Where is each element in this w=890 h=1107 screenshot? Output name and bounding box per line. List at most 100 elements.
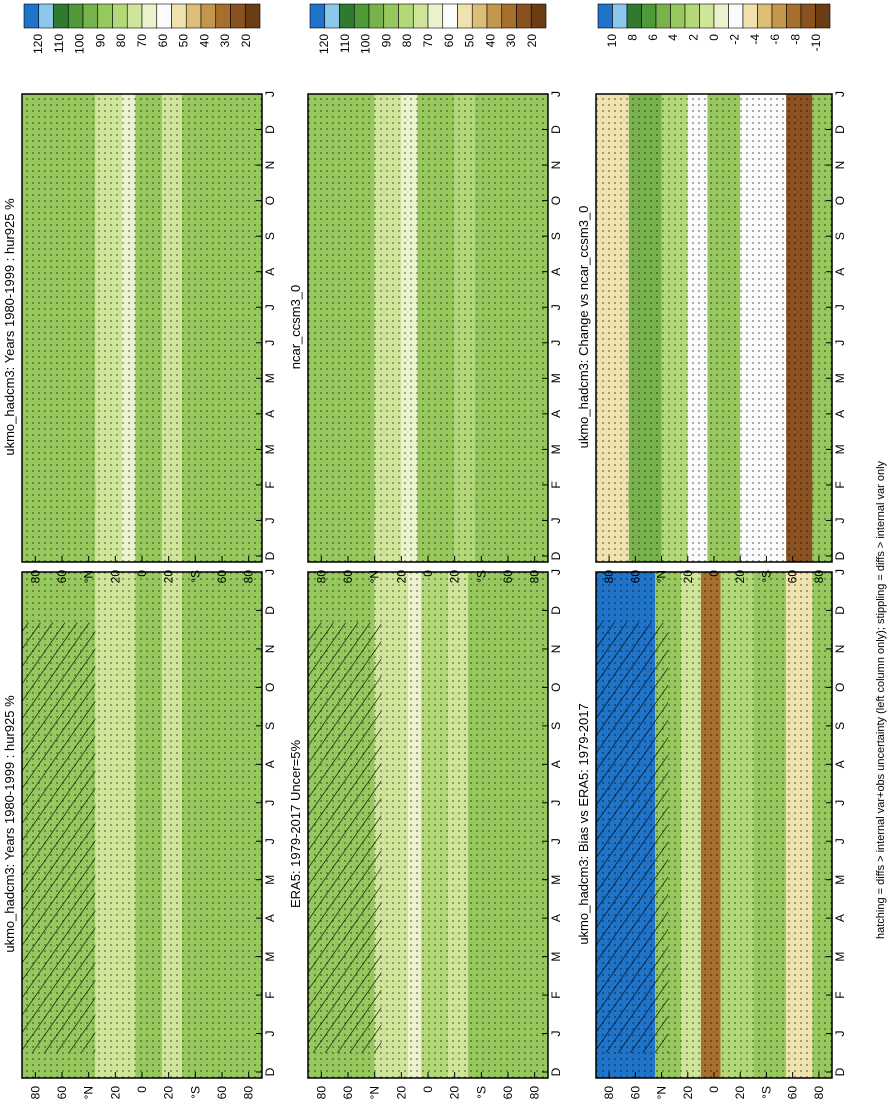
lat-tick-label: °S	[188, 1086, 202, 1099]
colorbar-swatch	[53, 3, 69, 29]
lat-tick-label: 20	[162, 1086, 176, 1100]
lat-tick-label: 80	[528, 570, 542, 584]
colorbar-swatch	[471, 3, 488, 29]
month-tick-label: D	[263, 606, 277, 615]
month-tick-label: N	[549, 645, 563, 654]
month-tick-label: D	[549, 551, 563, 560]
colorbar-swatch	[156, 3, 172, 29]
month-tick-label: F	[833, 991, 847, 998]
lat-tick-label: 20	[448, 1086, 462, 1100]
colorbar-swatch	[185, 3, 202, 29]
month-tick-label: N	[263, 645, 277, 654]
lat-tick-label: 20	[448, 570, 462, 584]
month-tick-label: O	[549, 196, 563, 205]
lat-tick-label: 60	[786, 1086, 800, 1100]
lat-tick-label: 80	[242, 570, 256, 584]
month-tick-label: M	[549, 373, 563, 383]
panel-4: 80 60 °N 20 0 20 °S 60 80 D J F M A M J J A S O N D Jncar_ccsm…	[288, 3, 563, 584]
colorbar-swatch	[757, 3, 773, 29]
colorbar-tick-label: 60	[156, 34, 170, 48]
month-tick-label: F	[549, 481, 563, 488]
colorbar-tick-label: 50	[177, 34, 191, 48]
colorbar-swatch	[486, 3, 503, 29]
colorbar-swatch	[244, 3, 261, 29]
panel-title: ukmo_hadcm3: Years 1980-1999 : hur925 %	[2, 695, 17, 953]
month-tick-label: J	[263, 569, 277, 575]
month-tick-label: M	[263, 373, 277, 383]
month-tick-label: A	[833, 268, 847, 276]
panel-title: ukmo_hadcm3: Change vs ncar_ccsm3_0	[576, 206, 591, 449]
colorbar-swatch	[530, 3, 547, 29]
month-tick-label: O	[549, 683, 563, 692]
colorbar-tick-label: 60	[442, 34, 456, 48]
lat-tick-label: 20	[162, 570, 176, 584]
colorbar-swatch	[684, 3, 700, 29]
colorbar-tick-label: 50	[463, 34, 477, 48]
lat-tick-label: 0	[707, 570, 721, 577]
month-tick-label: S	[833, 722, 847, 730]
lat-tick-label: 20	[733, 570, 747, 584]
lat-tick-label: 80	[812, 1086, 826, 1100]
month-tick-label: N	[263, 161, 277, 170]
colorbar-tick-label: 2	[687, 34, 701, 41]
hatching-overlay	[308, 622, 382, 1053]
panel-1: 80 60 °N 20 0 20 °S 60 80 D J F M A M J J A S O N D Jukmo_hadc…	[2, 481, 277, 1100]
month-tick-label: D	[263, 1067, 277, 1076]
colorbar-swatch	[597, 3, 613, 29]
colorbar-tick-label: 4	[666, 34, 680, 41]
lat-tick-label: 60	[341, 1086, 355, 1100]
month-tick-label: A	[549, 410, 563, 418]
colorbar-swatch	[786, 3, 802, 29]
stippling-overlay	[308, 94, 548, 562]
panel-title: ERA5: 1979-2017 Uncer=5%	[288, 740, 303, 908]
month-tick-label: F	[263, 991, 277, 998]
lat-tick-label: 60	[628, 1086, 642, 1100]
colorbar-swatch	[771, 3, 787, 29]
colorbar-swatch	[171, 3, 187, 29]
colorbar-tick-label: -10	[809, 34, 823, 52]
lat-tick-label: 60	[341, 570, 355, 584]
lat-tick-label: 20	[108, 1086, 122, 1100]
month-tick-label: M	[549, 875, 563, 885]
colorbar-tick-label: 70	[421, 34, 435, 48]
colorbar-tick-label: 120	[317, 34, 331, 54]
colorbar-tick-label: 120	[31, 34, 45, 54]
lat-tick-label: 80	[602, 1086, 616, 1100]
colorbar-swatch	[126, 3, 143, 29]
month-tick-label: A	[549, 914, 563, 922]
colorbar-swatch	[215, 3, 231, 29]
colorbar-swatch	[309, 3, 326, 29]
panel-2: 80 60 °N 20 0 20 °S 60 80 D J F M A M J J A S O N D Jukmo_hadc…	[2, 3, 277, 584]
colorbar-tick-label: 20	[239, 34, 253, 48]
month-tick-label: S	[263, 232, 277, 240]
lat-tick-label: 80	[28, 570, 42, 584]
colorbar-swatch	[82, 3, 99, 29]
colorbar-tick-label: 90	[93, 34, 107, 48]
colorbar-tick-label: 70	[135, 34, 149, 48]
month-tick-label: A	[263, 268, 277, 276]
month-tick-label: M	[833, 373, 847, 383]
colorbar-tick-label: 40	[483, 34, 497, 48]
colorbar-swatch	[800, 3, 816, 29]
month-tick-label: J	[263, 91, 277, 97]
lat-tick-label: 0	[707, 1086, 721, 1093]
lat-tick-label: °N	[655, 570, 669, 583]
month-tick-label: D	[833, 551, 847, 560]
colorbar-tick-label: -6	[768, 34, 782, 45]
stippling-overlay	[22, 94, 262, 562]
month-tick-label: A	[263, 760, 277, 768]
month-tick-label: O	[833, 683, 847, 692]
lat-tick-label: °S	[188, 570, 202, 583]
lat-tick-label: 60	[55, 570, 69, 584]
colorbar-swatch	[324, 3, 340, 29]
lat-tick-label: 0	[421, 1086, 435, 1093]
colorbar-swatch	[655, 3, 671, 29]
colorbar-tick-label: 30	[218, 34, 232, 48]
month-tick-label: A	[833, 410, 847, 418]
lat-tick-label: 20	[681, 1086, 695, 1100]
month-tick-label: J	[833, 340, 847, 346]
colorbar-tick-label: 10	[605, 34, 619, 48]
lat-tick-label: 60	[501, 1086, 515, 1100]
lat-tick-label: 60	[786, 570, 800, 584]
